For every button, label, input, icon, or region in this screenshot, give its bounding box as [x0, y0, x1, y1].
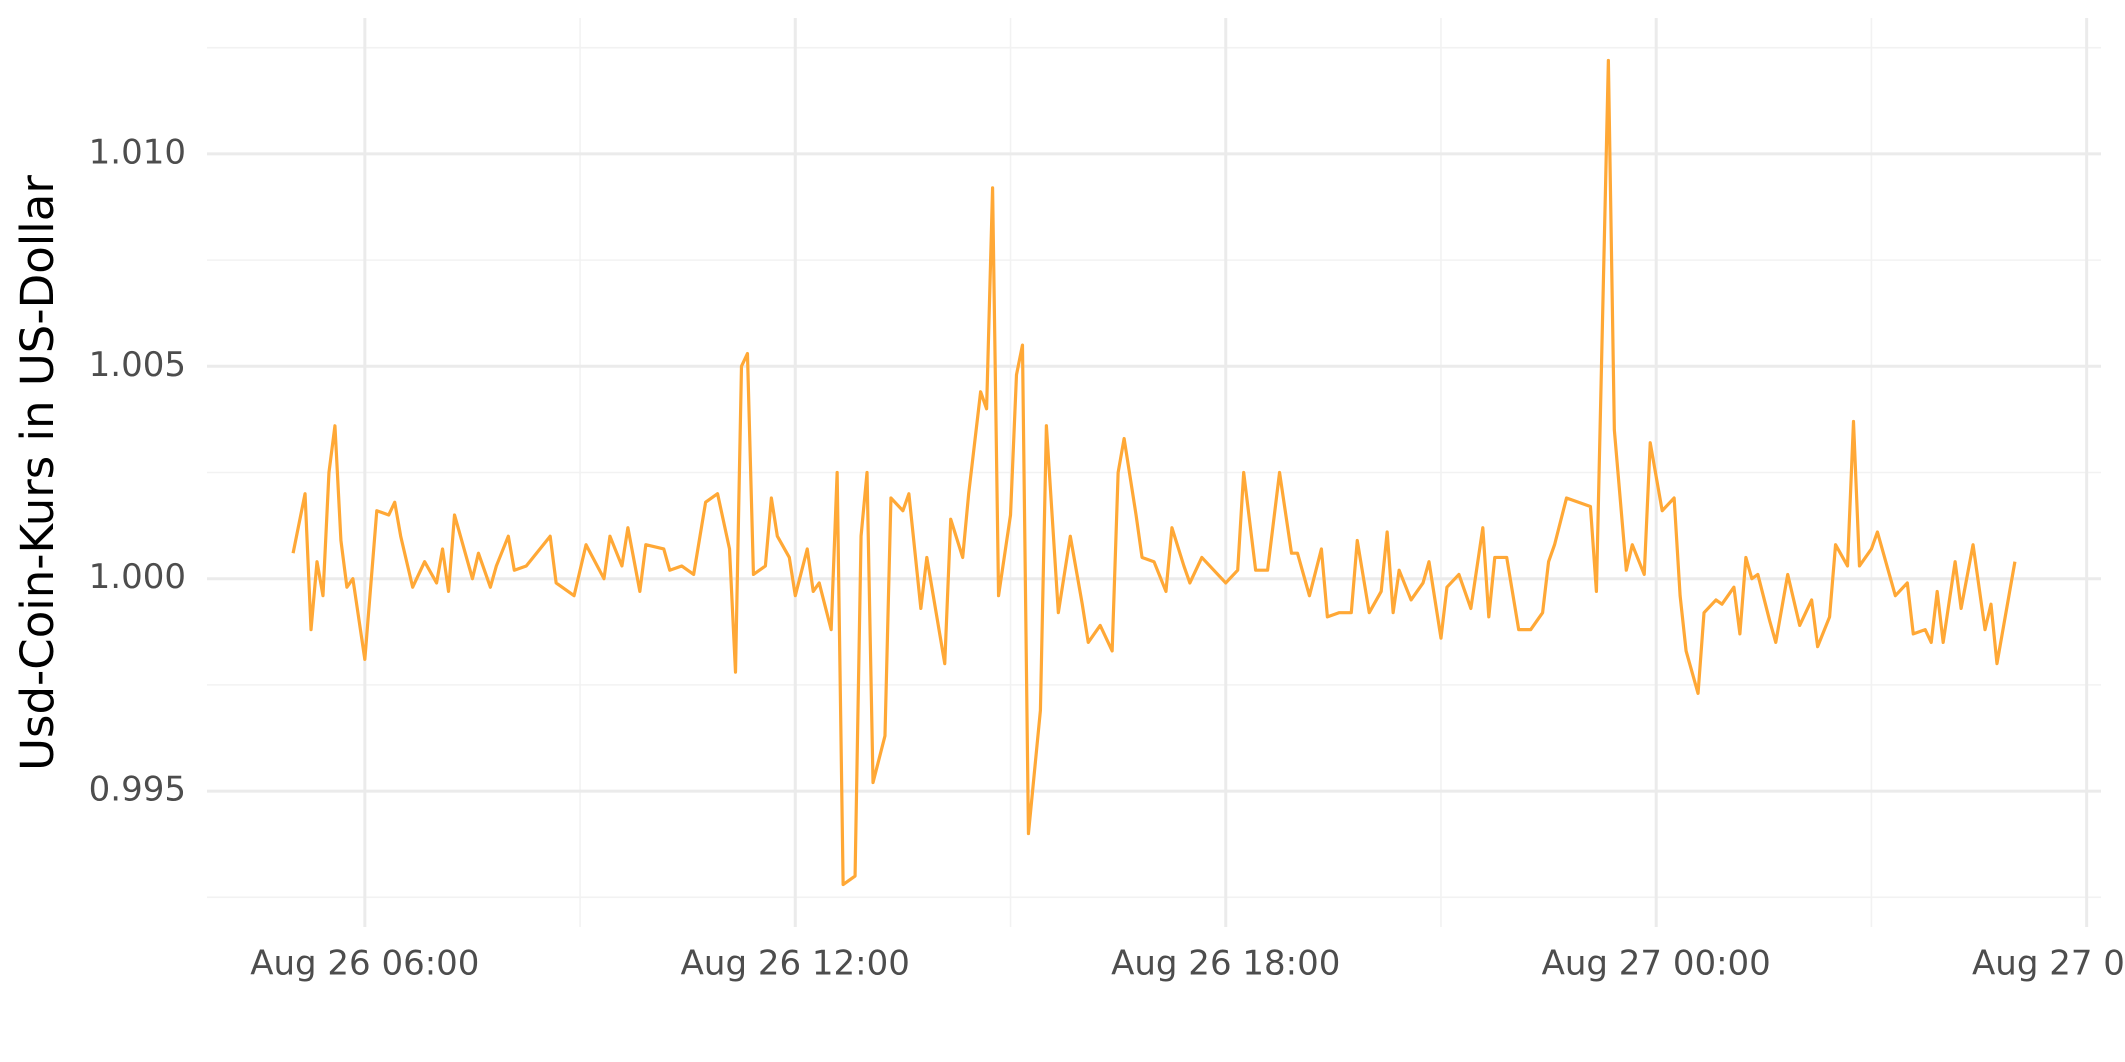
y-tick-label: 1.000: [89, 557, 186, 597]
y-tick-label: 1.010: [89, 132, 186, 172]
x-tick-label: Aug 26 12:00: [681, 944, 910, 984]
y-tick-label: 0.995: [89, 770, 186, 810]
x-tick-label: Aug 26 18:00: [1111, 944, 1340, 984]
y-axis-title: Usd-Coin-Kurs in US-Dollar: [11, 175, 64, 771]
y-tick-label: 1.005: [89, 345, 186, 385]
price-line: [291, 58, 2017, 887]
x-tick-label: Aug 26 06:00: [250, 944, 479, 984]
x-tick-label: Aug 27 06:00: [1972, 944, 2125, 984]
x-tick-label: Aug 27 00:00: [1542, 944, 1771, 984]
